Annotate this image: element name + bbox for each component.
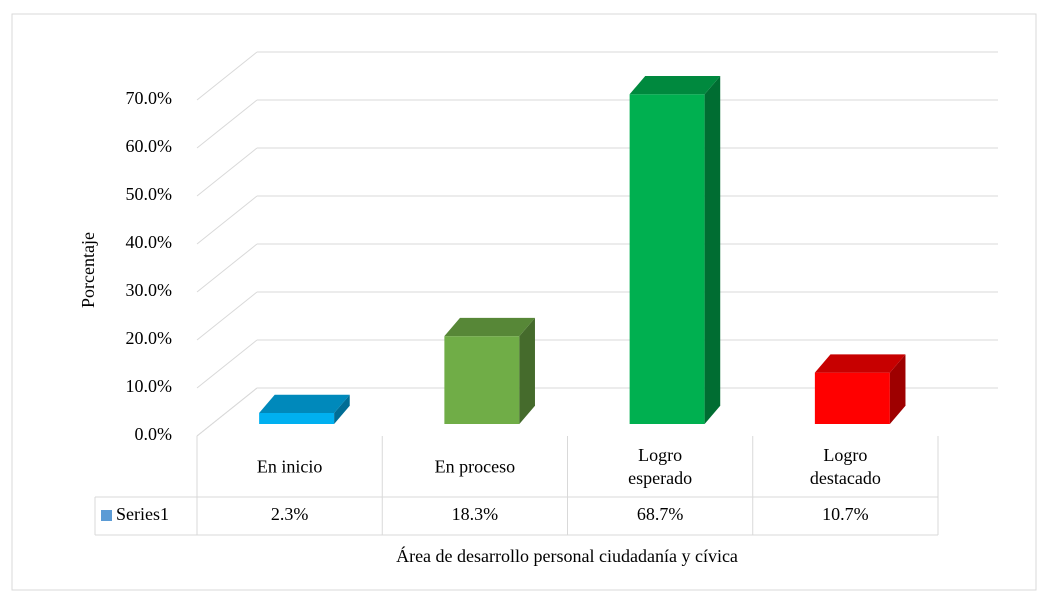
data-label: 18.3% xyxy=(452,504,499,524)
x-tick-label: En proceso xyxy=(434,456,516,476)
grid-line xyxy=(196,147,258,197)
bar xyxy=(444,336,520,424)
bar-top xyxy=(444,317,535,337)
x-axis-label: Área de desarrollo personal ciudadanía y… xyxy=(396,545,738,566)
x-tick-label: Logro esperado xyxy=(628,444,693,488)
floor-edge xyxy=(196,387,258,437)
bar-side xyxy=(704,76,721,424)
y-tick-label: 0.0% xyxy=(135,424,173,444)
grid-line xyxy=(196,51,258,101)
bar-side xyxy=(334,394,350,424)
legend-label: Series1 xyxy=(116,504,169,524)
y-tick-label: 40.0% xyxy=(126,232,173,252)
grid-line xyxy=(196,195,258,245)
data-label: 10.7% xyxy=(822,504,869,524)
chart-border xyxy=(11,13,1037,591)
bar-side xyxy=(889,354,906,424)
bar xyxy=(814,372,890,424)
grid-line xyxy=(196,291,258,341)
data-label: 2.3% xyxy=(271,504,309,524)
y-tick-label: 70.0% xyxy=(126,88,173,108)
bar xyxy=(629,94,705,425)
grid-line xyxy=(196,243,258,293)
y-tick-label: 50.0% xyxy=(126,184,173,204)
y-tick-label: 10.0% xyxy=(126,376,173,396)
x-tick-label: Logro destacado xyxy=(809,444,881,488)
bar-top xyxy=(259,394,350,413)
bar-side xyxy=(519,317,535,424)
y-tick-label: 20.0% xyxy=(126,328,173,348)
grid-line xyxy=(196,339,258,389)
bar xyxy=(259,412,335,424)
x-tick-label: En inicio xyxy=(256,456,323,476)
y-axis-label: Porcentaje xyxy=(78,232,98,308)
bar-top xyxy=(629,76,721,95)
grid-line xyxy=(196,99,258,149)
y-tick-label: 30.0% xyxy=(126,280,173,300)
y-tick-label: 60.0% xyxy=(126,136,173,156)
legend-marker xyxy=(101,510,112,521)
bar-top xyxy=(814,354,906,373)
data-label: 68.7% xyxy=(637,504,684,524)
